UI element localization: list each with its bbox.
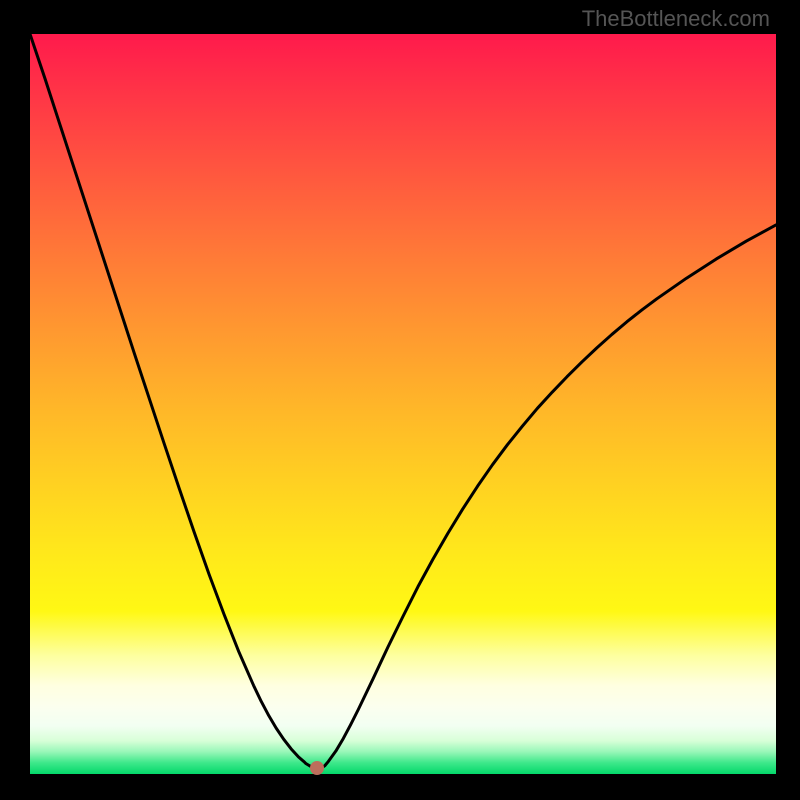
watermark-label: TheBottleneck.com xyxy=(582,6,770,32)
chart-container: TheBottleneck.com xyxy=(0,0,800,800)
bottleneck-curve-layer xyxy=(30,34,776,774)
plot-area xyxy=(30,34,776,774)
bottleneck-curve xyxy=(30,34,776,769)
optimal-point-marker xyxy=(310,761,324,775)
